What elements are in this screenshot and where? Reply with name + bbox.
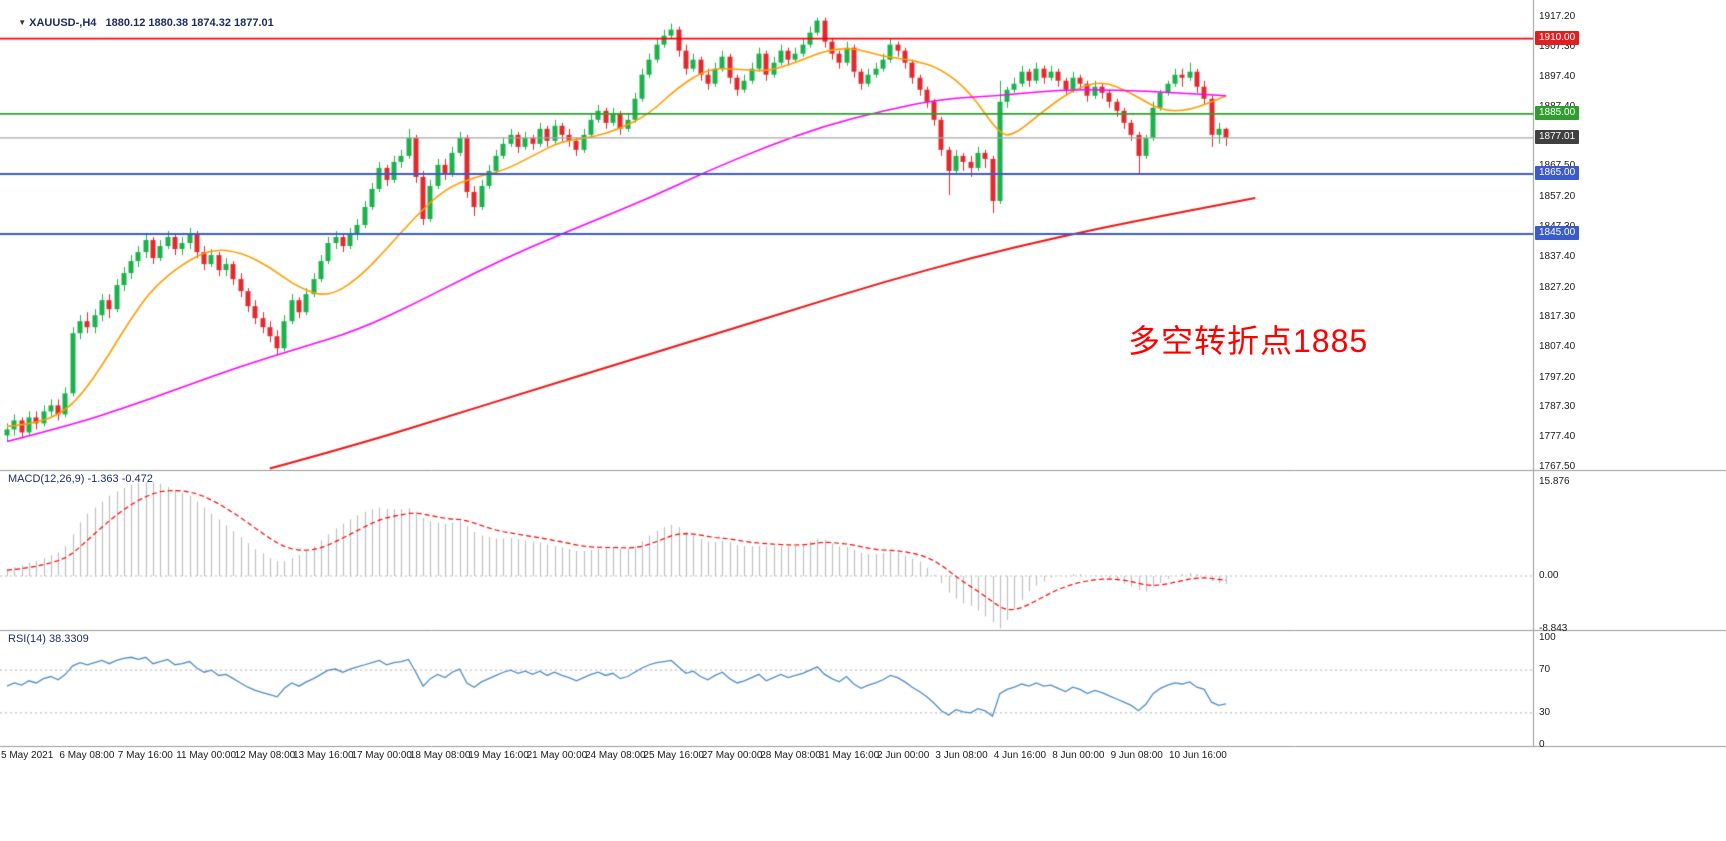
price-axis-tick: 1797.20 bbox=[1539, 371, 1576, 383]
time-axis-label: 27 May 00:00 bbox=[701, 750, 763, 761]
time-axis-label: 4 Jun 16:00 bbox=[993, 750, 1047, 761]
price-axis-tick: 1817.30 bbox=[1539, 311, 1576, 323]
rsi-axis-tick: 0 bbox=[1539, 739, 1545, 750]
price-axis-tick: 1907.30 bbox=[1539, 40, 1576, 52]
time-axis-label: 12 May 08:00 bbox=[234, 750, 296, 761]
hline-tag-1910[interactable]: 1910.00 bbox=[1535, 30, 1580, 45]
price-axis-tick: 1787.30 bbox=[1539, 401, 1576, 413]
chart-annotation: 多空转折点1885 bbox=[1128, 323, 1369, 359]
time-axis-label: 21 May 00:00 bbox=[526, 750, 588, 761]
rsi-axis-tick: 70 bbox=[1539, 664, 1551, 676]
chart-title-text: XAUUSD-,H4 1880.12 1880.38 1874.32 1877.… bbox=[29, 17, 274, 29]
macd-axis-tick: 0.00 bbox=[1539, 570, 1559, 581]
price-axis-tick: 1837.40 bbox=[1539, 250, 1576, 262]
chart-dropdown-icon: ▼ bbox=[18, 18, 27, 27]
time-axis-label: 8 Jun 00:00 bbox=[1052, 750, 1105, 761]
hline-tag-1865[interactable]: 1865.00 bbox=[1535, 165, 1580, 180]
price-axis-tick: 1807.40 bbox=[1539, 341, 1576, 353]
time-axis-label: 13 May 16:00 bbox=[293, 750, 354, 761]
time-axis-label: 24 May 08:00 bbox=[585, 750, 646, 761]
time-axis-label: 3 Jun 08:00 bbox=[935, 750, 988, 761]
price-axis-tick: 1857.20 bbox=[1539, 191, 1576, 203]
time-axis-label: 31 May 16:00 bbox=[818, 750, 880, 761]
price-axis-tick: 1767.50 bbox=[1539, 461, 1576, 472]
time-axis-label: 10 Jun 16:00 bbox=[1169, 750, 1227, 761]
macd-indicator-label: MACD(12,26,9) -1.363 -0.472 bbox=[8, 473, 153, 485]
macd-axis-tick: 15.876 bbox=[1539, 475, 1570, 487]
price-axis-tick: 1827.20 bbox=[1539, 281, 1576, 293]
time-axis-label: 6 May 08:00 bbox=[59, 750, 115, 761]
time-axis-label: 5 May 2021 bbox=[1, 750, 54, 761]
price-axis-tick: 1897.40 bbox=[1539, 70, 1576, 82]
time-axis-label: 9 Jun 08:00 bbox=[1110, 750, 1163, 761]
time-axis-label: 25 May 16:00 bbox=[643, 750, 704, 761]
chart-title: ▼ XAUUSD-,H4 1880.12 1880.38 1874.32 1877… bbox=[6, 5, 274, 41]
time-axis-label: 2 Jun 00:00 bbox=[877, 750, 930, 761]
time-axis-label: 18 May 08:00 bbox=[409, 750, 471, 761]
price-axis-tick: 1917.20 bbox=[1539, 11, 1576, 22]
rsi-axis-tick: 30 bbox=[1539, 706, 1551, 718]
hline-tag-1845[interactable]: 1845.00 bbox=[1535, 226, 1580, 241]
hline-tag-1885[interactable]: 1885.00 bbox=[1535, 105, 1580, 120]
time-axis-label: 17 May 00:00 bbox=[351, 750, 412, 761]
time-axis-label: 19 May 16:00 bbox=[468, 750, 529, 761]
price-axis-tick: 1777.40 bbox=[1539, 431, 1576, 443]
price-axis-tick: 1867.50 bbox=[1539, 160, 1575, 171]
rsi-indicator-label: RSI(14) 38.3309 bbox=[8, 633, 89, 645]
macd-axis-tick: -8.843 bbox=[1539, 622, 1568, 634]
current-price-tag: 1877.01 bbox=[1535, 129, 1580, 144]
rsi-axis-tick: 100 bbox=[1539, 632, 1556, 643]
time-axis-label: 28 May 08:00 bbox=[760, 750, 821, 761]
time-axis-label: 7 May 16:00 bbox=[117, 750, 173, 761]
time-axis-label: 11 May 00:00 bbox=[176, 750, 237, 761]
